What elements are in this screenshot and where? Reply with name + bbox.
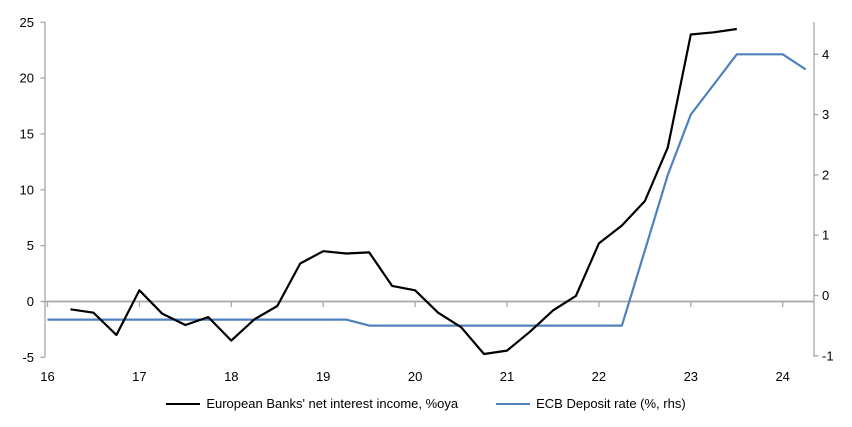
svg-text:22: 22 <box>592 369 606 384</box>
svg-text:3: 3 <box>822 107 829 122</box>
svg-text:20: 20 <box>408 369 422 384</box>
svg-text:24: 24 <box>775 369 789 384</box>
svg-text:21: 21 <box>500 369 514 384</box>
legend-label-ecb-deposit-rate: ECB Deposit rate (%, rhs) <box>536 396 686 411</box>
legend-swatch-net-interest-income <box>166 402 201 405</box>
svg-text:0: 0 <box>822 288 829 303</box>
svg-text:2: 2 <box>822 167 829 182</box>
svg-text:17: 17 <box>132 369 146 384</box>
svg-text:10: 10 <box>20 182 34 197</box>
legend-label-net-interest-income: European Banks' net interest income, %oy… <box>206 396 459 411</box>
legend-item-ecb-deposit-rate: ECB Deposit rate (%, rhs) <box>496 396 686 411</box>
svg-text:20: 20 <box>20 71 34 86</box>
svg-text:15: 15 <box>20 126 34 141</box>
svg-text:5: 5 <box>27 238 34 253</box>
svg-text:16: 16 <box>40 369 54 384</box>
svg-text:-5: -5 <box>22 350 34 365</box>
svg-text:4: 4 <box>822 47 829 62</box>
svg-text:19: 19 <box>316 369 330 384</box>
svg-text:0: 0 <box>27 294 34 309</box>
svg-text:-1: -1 <box>822 348 834 363</box>
legend-item-net-interest-income: European Banks' net interest income, %oy… <box>166 396 458 411</box>
legend: European Banks' net interest income, %oy… <box>0 396 852 411</box>
svg-text:1: 1 <box>822 228 829 243</box>
svg-text:18: 18 <box>224 369 238 384</box>
legend-swatch-ecb-deposit-rate <box>496 402 531 405</box>
svg-text:23: 23 <box>684 369 698 384</box>
svg-text:25: 25 <box>20 15 34 30</box>
